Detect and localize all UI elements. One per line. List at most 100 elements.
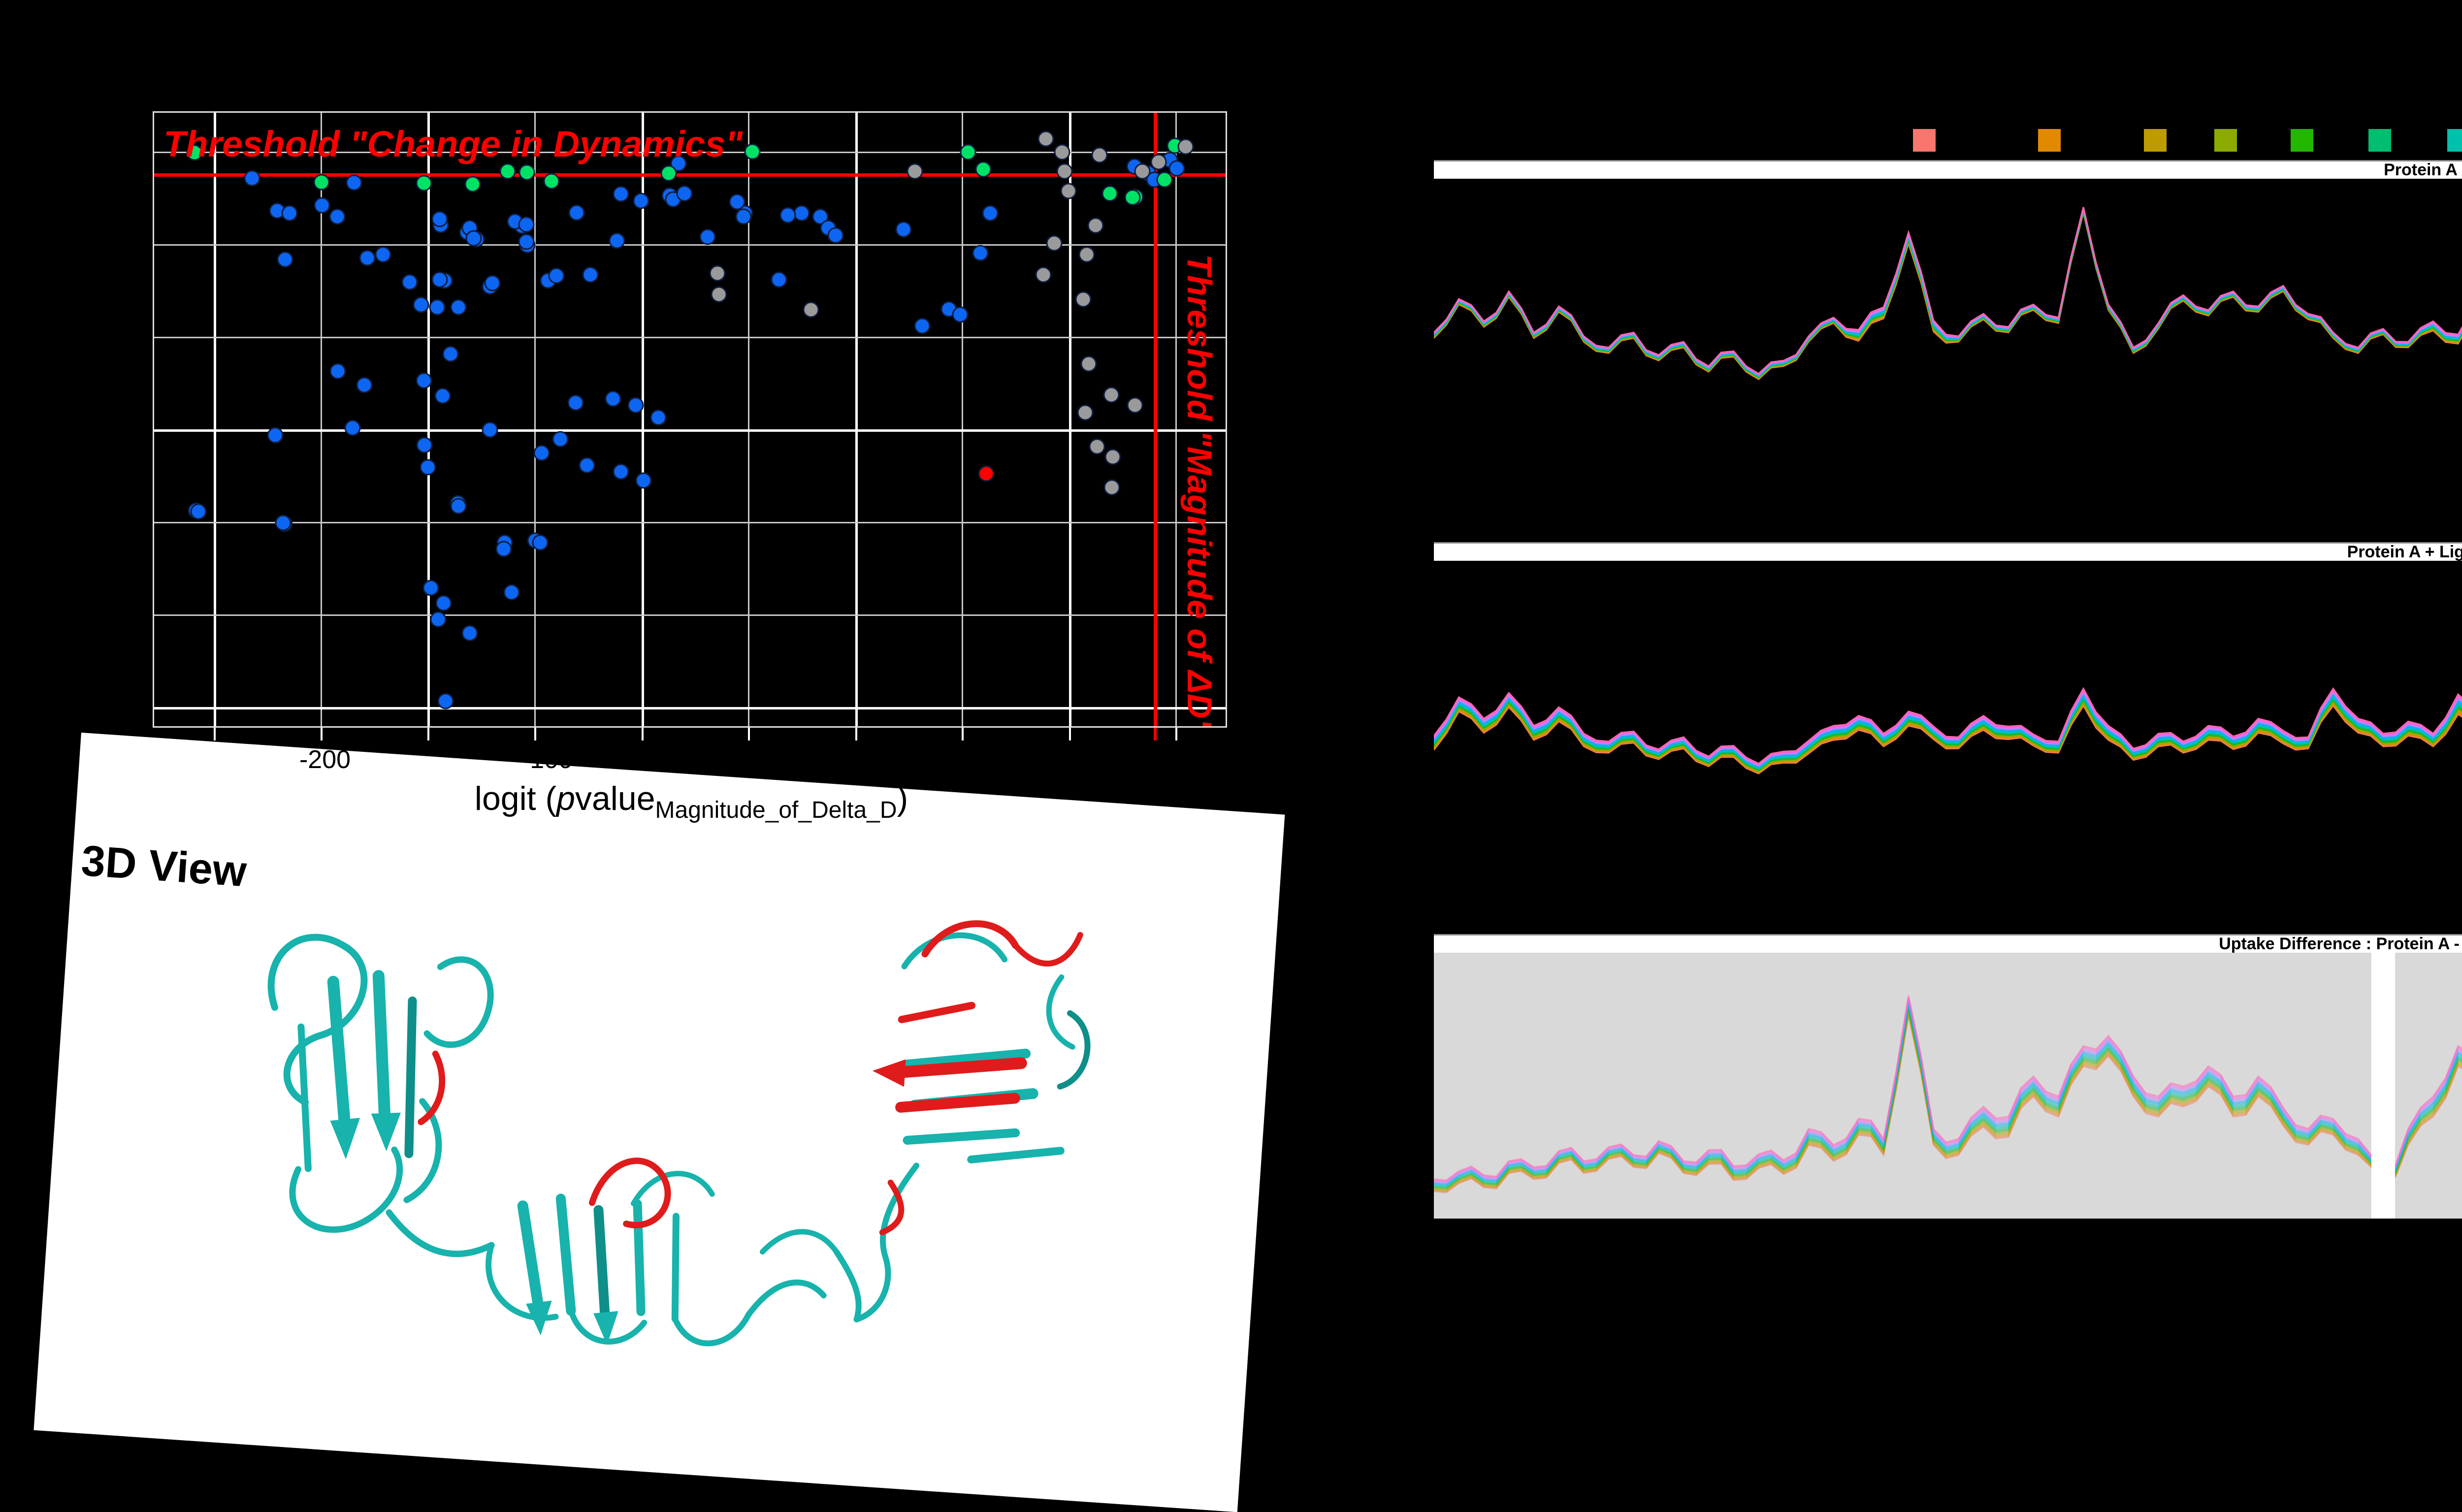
scatter-point-blue[interactable] [416, 372, 432, 389]
scatter-point-blue[interactable] [482, 421, 498, 438]
scatter-point-blue[interactable] [422, 579, 439, 596]
scatter-point-blue[interactable] [344, 419, 361, 436]
legend-swatch-timepoint-2[interactable] [2038, 129, 2061, 152]
scatter-point-green[interactable] [416, 175, 432, 192]
scatter-point-gray[interactable] [1075, 291, 1092, 308]
scatter-point-gray[interactable] [1060, 183, 1077, 199]
scatter-point-blue[interactable] [548, 267, 565, 284]
scatter-point-gray[interactable] [1054, 144, 1070, 161]
scatter-point-green[interactable] [1156, 171, 1173, 188]
uptake-chart-protein-a-ligand[interactable] [1434, 561, 2462, 891]
scatter-point-blue[interactable] [895, 221, 912, 238]
scatter-point-blue[interactable] [461, 625, 478, 642]
scatter-point-blue[interactable] [450, 498, 467, 515]
scatter-point-blue[interactable] [434, 387, 451, 404]
scatter-point-blue[interactable] [375, 246, 391, 263]
scatter-point-green[interactable] [518, 164, 535, 181]
scatter-point-blue[interactable] [568, 204, 585, 221]
scatter-point-gray[interactable] [1077, 404, 1094, 421]
scatter-point-gray[interactable] [1037, 130, 1054, 147]
scatter-point-blue[interactable] [518, 233, 535, 250]
scatter-point-blue[interactable] [633, 193, 649, 209]
scatter-point-gray[interactable] [803, 301, 819, 318]
scatter-point-blue[interactable] [812, 208, 829, 225]
scatter-point-blue[interactable] [605, 390, 621, 407]
scatter-point-blue[interactable] [676, 185, 693, 202]
scatter-point-green[interactable] [744, 143, 761, 160]
scatter-point-gray[interactable] [1080, 355, 1097, 372]
scatter-point-green[interactable] [975, 161, 992, 178]
uptake-difference-chart[interactable] [1434, 953, 2462, 1219]
uptake-chart-protein-a[interactable] [1434, 180, 2462, 537]
legend-swatch-timepoint-4[interactable] [2214, 129, 2237, 152]
scatter-point-gray[interactable] [1046, 235, 1063, 252]
scatter-point-blue[interactable] [484, 275, 501, 291]
scatter-point-blue[interactable] [267, 427, 284, 444]
scatter-point-gray[interactable] [1103, 386, 1120, 403]
scatter-point-blue[interactable] [627, 397, 644, 414]
scatter-point-gray[interactable] [711, 286, 727, 303]
scatter-point-blue[interactable] [431, 271, 448, 288]
scatter-point-gray[interactable] [1089, 438, 1105, 455]
scatter-point-blue[interactable] [613, 463, 629, 480]
scatter-point-blue[interactable] [552, 431, 569, 448]
scatter-point-gray[interactable] [1078, 246, 1095, 263]
scatter-point-blue[interactable] [914, 318, 931, 334]
scatter-point-blue[interactable] [329, 208, 346, 225]
scatter-point-gray[interactable] [709, 265, 726, 282]
scatter-point-blue[interactable] [450, 299, 467, 316]
scatter-point-gray[interactable] [1087, 217, 1104, 234]
scatter-point-blue[interactable] [431, 211, 448, 227]
scatter-point-blue[interactable] [952, 306, 969, 323]
scatter-point-gray[interactable] [1150, 154, 1167, 170]
scatter-point-gray[interactable] [1127, 397, 1143, 414]
scatter-point-blue[interactable] [277, 251, 293, 268]
scatter-point-blue[interactable] [635, 472, 652, 489]
scatter-point-blue[interactable] [503, 584, 520, 601]
legend-swatch-timepoint-6[interactable] [2368, 129, 2391, 152]
scatter-point-blue[interactable] [314, 197, 330, 214]
scatter-point-blue[interactable] [827, 227, 844, 244]
scatter-point-red[interactable] [978, 465, 995, 482]
scatter-point-blue[interactable] [650, 409, 667, 426]
scatter-point-green[interactable] [543, 173, 560, 190]
scatter-point-gray[interactable] [1091, 147, 1108, 163]
scatter-point-green[interactable] [499, 163, 516, 180]
scatter-point-blue[interactable] [190, 503, 207, 520]
scatter-point-blue[interactable] [429, 299, 446, 316]
scatter-point-blue[interactable] [779, 207, 796, 224]
scatter-point-gray[interactable] [1056, 163, 1073, 180]
legend-swatch-timepoint-1[interactable] [1913, 129, 1936, 152]
scatter-point-blue[interactable] [430, 611, 447, 628]
scatter-point-gray[interactable] [1134, 163, 1151, 180]
scatter-point-blue[interactable] [281, 205, 298, 222]
scatter-point-gray[interactable] [1177, 138, 1194, 155]
scatter-point-blue[interactable] [1168, 160, 1185, 177]
scatter-point-blue[interactable] [793, 205, 810, 222]
scatter-point-blue[interactable] [567, 394, 584, 411]
scatter-point-blue[interactable] [982, 205, 999, 222]
scatter-point-blue[interactable] [533, 445, 550, 461]
scatter-point-green[interactable] [660, 165, 677, 182]
scatter-point-blue[interactable] [735, 208, 752, 225]
scatter-point-blue[interactable] [244, 170, 260, 187]
scatter-point-blue[interactable] [356, 377, 373, 393]
scatter-point-blue[interactable] [465, 230, 482, 247]
scatter-point-blue[interactable] [346, 174, 362, 191]
scatter-point-blue[interactable] [329, 363, 346, 380]
scatter-point-blue[interactable] [442, 346, 459, 362]
scatter-point-blue[interactable] [413, 296, 429, 313]
scatter-point-blue[interactable] [416, 437, 433, 453]
scatter-point-blue[interactable] [972, 245, 989, 261]
threshold-line-horizontal[interactable] [153, 173, 1227, 177]
scatter-point-green[interactable] [313, 174, 330, 191]
scatter-point-blue[interactable] [670, 155, 687, 172]
legend-swatch-timepoint-5[interactable] [2291, 129, 2313, 152]
scatter-point-blue[interactable] [729, 193, 745, 210]
scatter-point-blue[interactable] [771, 271, 787, 288]
scatter-point-blue[interactable] [437, 693, 454, 709]
scatter-point-green[interactable] [960, 144, 976, 161]
scatter-point-gray[interactable] [1035, 266, 1052, 283]
scatter-point-blue[interactable] [582, 266, 599, 283]
scatter-point-green[interactable] [1101, 185, 1118, 202]
